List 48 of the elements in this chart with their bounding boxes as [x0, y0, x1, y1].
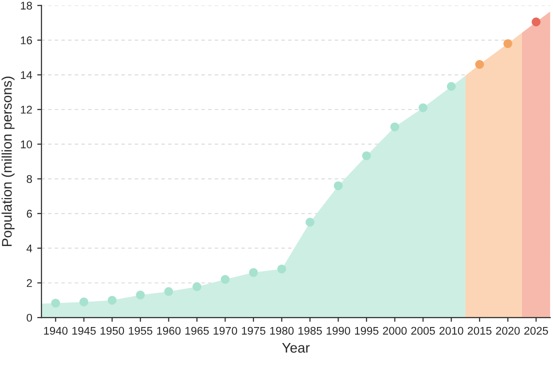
point [192, 282, 202, 292]
y-tick-label: 0 [26, 314, 32, 322]
point [249, 268, 258, 277]
x-tick-label: 2000 [382, 326, 407, 335]
point [446, 82, 456, 91]
x-tick-label: 2010 [440, 326, 464, 335]
point [79, 298, 88, 306]
point [475, 60, 484, 69]
y-tick-label: 14 [20, 71, 32, 79]
x-tick-label: 2015 [468, 326, 492, 335]
y-tick-label: 4 [26, 244, 32, 252]
x-tick-label: 2005 [411, 326, 435, 335]
point [306, 218, 314, 227]
point [362, 151, 371, 160]
x-tick-label: 1985 [298, 326, 322, 335]
point [532, 18, 540, 26]
x-tick-label: 1960 [157, 326, 181, 335]
point [277, 264, 286, 274]
point [51, 298, 60, 308]
point [418, 103, 428, 112]
point [108, 296, 117, 305]
y-axis-title: Population (million persons) [2, 76, 15, 246]
x-tick-label: 1995 [355, 326, 378, 335]
point [390, 122, 400, 132]
x-tick-label: 1980 [270, 326, 294, 335]
x-axis-title: Year [282, 343, 310, 353]
point [220, 275, 230, 284]
x-tick-label: 1975 [242, 326, 266, 335]
y-tick-label: 16 [20, 36, 32, 44]
point [136, 290, 145, 300]
y-tick-label: 12 [20, 106, 32, 114]
x-tick-label: 2020 [496, 326, 520, 335]
point [503, 39, 512, 48]
point [334, 181, 343, 190]
y-tick-label: 10 [20, 140, 32, 148]
x-tick-label: 2025 [524, 326, 548, 335]
x-tick-label: 1965 [185, 326, 209, 335]
point [164, 287, 174, 296]
x-tick-label: 1945 [72, 326, 96, 335]
y-tick-label: 6 [26, 210, 32, 218]
x-tick-label: 1990 [326, 326, 350, 335]
x-tick-label: 1955 [128, 326, 152, 335]
x-tick-label: 1970 [214, 326, 238, 335]
y-tick-label: 8 [26, 175, 32, 183]
x-tick-label: 1950 [100, 326, 124, 335]
y-tick-label: 18 [20, 2, 32, 10]
x-tick-label: 1940 [44, 326, 68, 335]
y-tick-label: 2 [26, 279, 32, 287]
